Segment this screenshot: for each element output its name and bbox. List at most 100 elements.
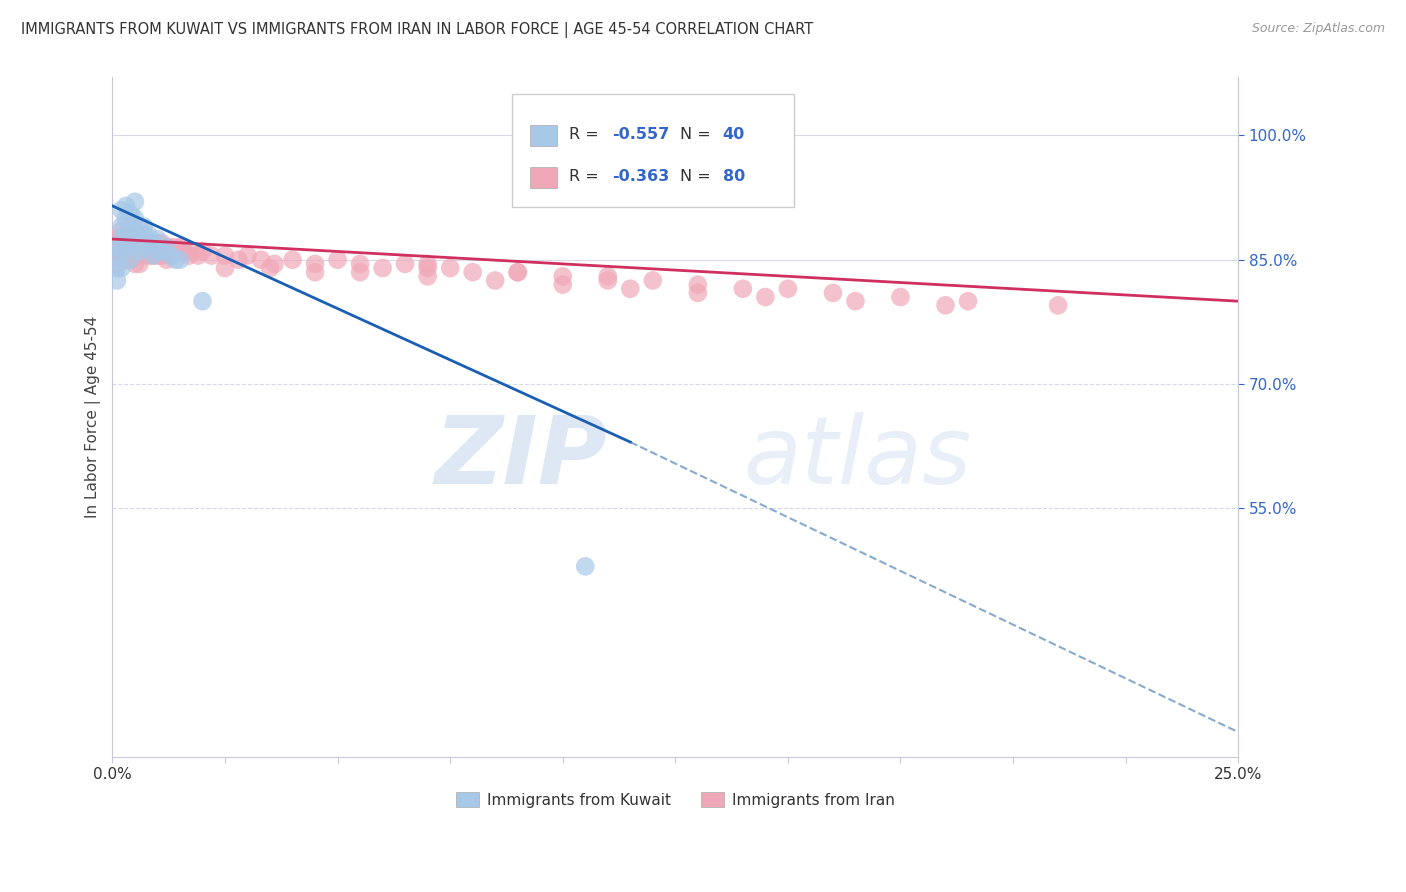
Point bbox=[889, 290, 911, 304]
Point bbox=[160, 249, 183, 263]
Point bbox=[105, 244, 128, 259]
Point bbox=[371, 260, 394, 275]
Point bbox=[115, 252, 138, 267]
Text: N =: N = bbox=[681, 128, 716, 142]
Point bbox=[155, 252, 177, 267]
Point bbox=[128, 244, 150, 259]
Point bbox=[120, 252, 142, 267]
Point bbox=[110, 232, 132, 246]
Text: 40: 40 bbox=[723, 128, 745, 142]
Point bbox=[551, 277, 574, 292]
Point bbox=[138, 236, 160, 251]
Point bbox=[349, 257, 371, 271]
Point bbox=[150, 249, 173, 263]
Point bbox=[506, 265, 529, 279]
Point bbox=[120, 252, 142, 267]
Point bbox=[138, 227, 160, 242]
FancyBboxPatch shape bbox=[512, 95, 793, 207]
Point bbox=[416, 269, 439, 284]
Point bbox=[416, 260, 439, 275]
Point bbox=[165, 252, 187, 267]
Point bbox=[173, 244, 195, 259]
Point bbox=[250, 252, 273, 267]
Point bbox=[326, 252, 349, 267]
Point bbox=[105, 249, 128, 263]
Point bbox=[304, 265, 326, 279]
Point bbox=[124, 244, 146, 259]
Point bbox=[214, 260, 236, 275]
Text: atlas: atlas bbox=[742, 412, 972, 503]
Point bbox=[120, 207, 142, 221]
Point bbox=[416, 257, 439, 271]
Point bbox=[128, 236, 150, 251]
FancyBboxPatch shape bbox=[530, 125, 557, 145]
Point bbox=[187, 249, 209, 263]
Point bbox=[200, 249, 222, 263]
Point bbox=[259, 260, 281, 275]
Point bbox=[128, 219, 150, 234]
Point bbox=[115, 224, 138, 238]
Text: 80: 80 bbox=[723, 169, 745, 185]
Point bbox=[304, 257, 326, 271]
Point bbox=[165, 240, 187, 254]
Point bbox=[124, 224, 146, 238]
Point bbox=[120, 240, 142, 254]
Point bbox=[596, 269, 619, 284]
Point bbox=[155, 240, 177, 254]
Point bbox=[132, 227, 155, 242]
Text: R =: R = bbox=[569, 128, 605, 142]
Point bbox=[142, 236, 165, 251]
Point bbox=[150, 244, 173, 259]
Point bbox=[146, 236, 169, 251]
Point bbox=[1047, 298, 1070, 312]
Point bbox=[551, 269, 574, 284]
Point bbox=[124, 236, 146, 251]
Point bbox=[146, 232, 169, 246]
Point bbox=[132, 240, 155, 254]
Point bbox=[776, 282, 799, 296]
Point bbox=[110, 244, 132, 259]
Point bbox=[124, 194, 146, 209]
Point bbox=[349, 265, 371, 279]
Point bbox=[150, 236, 173, 251]
Point bbox=[105, 232, 128, 246]
Text: -0.557: -0.557 bbox=[612, 128, 669, 142]
Point bbox=[641, 273, 664, 287]
Point bbox=[105, 260, 128, 275]
Point bbox=[506, 265, 529, 279]
Point bbox=[169, 240, 191, 254]
Text: ZIP: ZIP bbox=[434, 412, 607, 504]
Point bbox=[115, 240, 138, 254]
Point bbox=[956, 294, 979, 309]
Point bbox=[619, 282, 641, 296]
Point bbox=[142, 236, 165, 251]
Point bbox=[138, 249, 160, 263]
Text: IMMIGRANTS FROM KUWAIT VS IMMIGRANTS FROM IRAN IN LABOR FORCE | AGE 45-54 CORREL: IMMIGRANTS FROM KUWAIT VS IMMIGRANTS FRO… bbox=[21, 22, 813, 38]
FancyBboxPatch shape bbox=[530, 167, 557, 188]
Point bbox=[484, 273, 506, 287]
Point bbox=[394, 257, 416, 271]
Point bbox=[124, 236, 146, 251]
Point bbox=[169, 252, 191, 267]
Point bbox=[142, 249, 165, 263]
Point bbox=[115, 199, 138, 213]
Point bbox=[142, 249, 165, 263]
Point bbox=[236, 249, 259, 263]
Point bbox=[124, 257, 146, 271]
Text: Source: ZipAtlas.com: Source: ZipAtlas.com bbox=[1251, 22, 1385, 36]
Point bbox=[146, 244, 169, 259]
Point bbox=[124, 211, 146, 226]
Point bbox=[120, 232, 142, 246]
Point bbox=[110, 260, 132, 275]
Point bbox=[686, 285, 709, 300]
Point bbox=[155, 240, 177, 254]
Point bbox=[128, 244, 150, 259]
Point bbox=[160, 240, 183, 254]
Point bbox=[191, 244, 214, 259]
Point bbox=[110, 236, 132, 251]
Point bbox=[105, 257, 128, 271]
Point bbox=[120, 240, 142, 254]
Point bbox=[160, 249, 183, 263]
Point bbox=[183, 244, 205, 259]
Text: -0.363: -0.363 bbox=[612, 169, 669, 185]
